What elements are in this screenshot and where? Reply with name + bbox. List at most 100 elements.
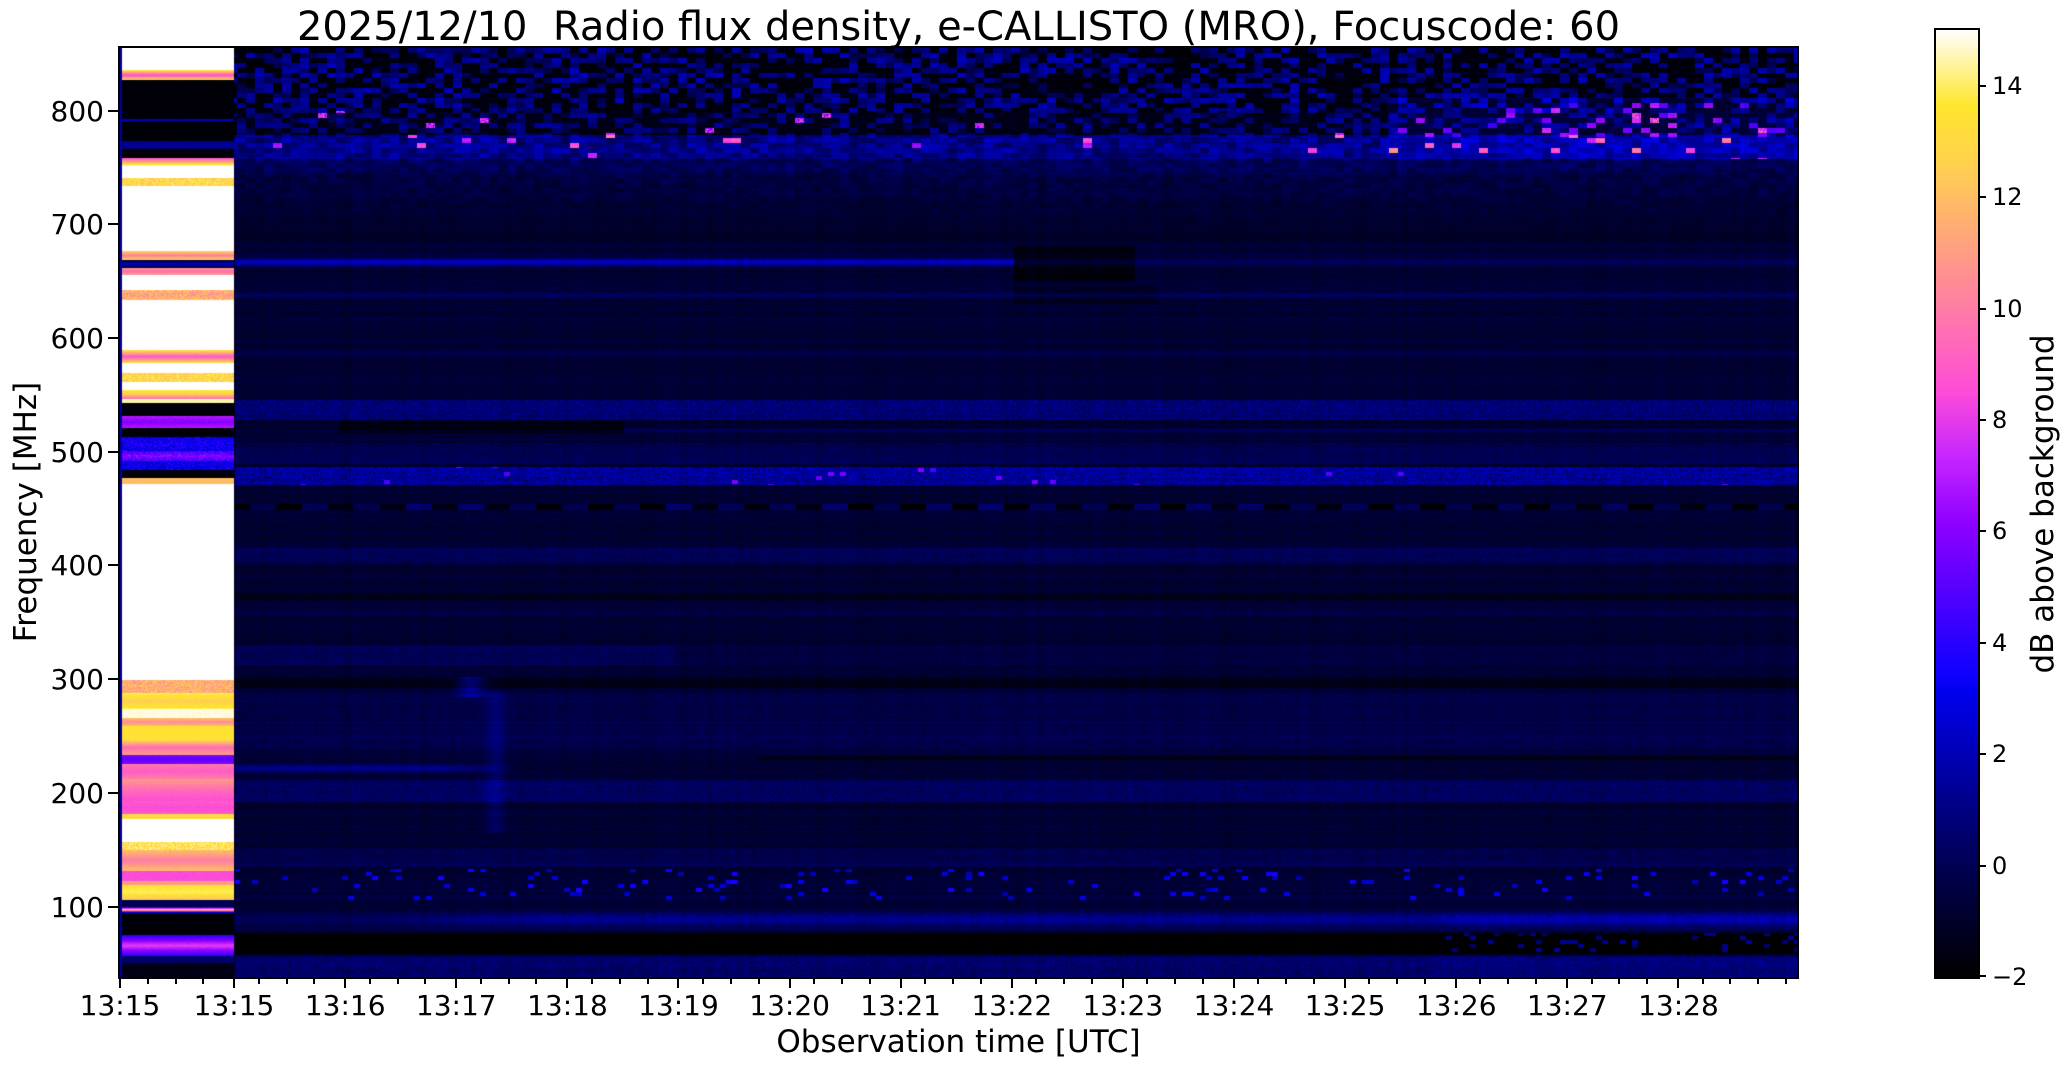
x-minor-tick [368, 979, 371, 984]
x-tick-label: 13:23 [1082, 989, 1164, 1022]
y-tick-label: 200 [50, 776, 104, 810]
colorbar-tick-label: 2 [1992, 740, 2008, 769]
x-minor-tick [1312, 979, 1315, 984]
x-minor-tick [1729, 979, 1732, 984]
colorbar-tick-label: 12 [1992, 183, 2023, 212]
x-tick-label: 13:17 [415, 989, 497, 1022]
x-minor-tick [1618, 979, 1621, 984]
y-tick [108, 109, 118, 112]
x-minor-tick [1701, 979, 1704, 984]
x-minor-tick [146, 979, 149, 984]
chart-title: 2025/12/10 Radio flux density, e-CALLIST… [296, 4, 1621, 50]
x-minor-tick [840, 979, 843, 984]
y-tick-label: 400 [50, 549, 104, 583]
x-minor-tick [257, 979, 260, 984]
y-tick [108, 450, 118, 453]
x-minor-tick [535, 979, 538, 984]
x-minor-tick [507, 979, 510, 984]
x-tick [899, 979, 902, 988]
x-tick-label: 13:28 [1638, 989, 1719, 1022]
x-minor-tick [590, 979, 593, 984]
x-minor-tick [396, 979, 399, 984]
colorbar-label: dB above background [2025, 334, 2061, 674]
x-tick-label: 13:15 [193, 989, 275, 1022]
x-minor-tick [1368, 979, 1371, 984]
x-tick [788, 979, 791, 988]
x-tick-label: 13:22 [971, 989, 1053, 1022]
colorbar-tick [1978, 307, 1986, 310]
colorbar-tick [1978, 530, 1986, 533]
y-tick-label: 600 [50, 321, 104, 355]
x-tick [1344, 979, 1347, 988]
x-tick [1010, 979, 1013, 988]
x-minor-tick [951, 979, 954, 984]
x-minor-tick [1784, 979, 1787, 984]
y-tick [108, 336, 118, 339]
y-tick [108, 678, 118, 681]
colorbar-tick [1978, 418, 1986, 421]
x-minor-tick [729, 979, 732, 984]
x-tick-label: 13:19 [638, 989, 719, 1022]
x-tick-label: 13:26 [1415, 989, 1497, 1022]
y-tick-label: 700 [50, 208, 104, 242]
x-minor-tick [1035, 979, 1038, 984]
x-minor-tick [618, 979, 621, 984]
colorbar-tick-label: 6 [1992, 517, 2008, 546]
colorbar-tick [1978, 196, 1986, 199]
x-minor-tick [1479, 979, 1482, 984]
x-minor-tick [1090, 979, 1093, 984]
x-minor-tick [1423, 979, 1426, 984]
x-tick [566, 979, 569, 988]
colorbar-tick-label: 8 [1992, 405, 2008, 434]
x-tick [1233, 979, 1236, 988]
x-minor-tick [868, 979, 871, 984]
y-tick [108, 905, 118, 908]
x-tick [119, 979, 121, 988]
x-minor-tick [813, 979, 816, 984]
y-axis-label: Frequency [MHz] [8, 381, 44, 643]
x-minor-tick [424, 979, 427, 984]
x-axis-label: Observation time [UTC] [776, 1024, 1141, 1060]
x-minor-tick [1646, 979, 1649, 984]
x-tick [677, 979, 680, 988]
x-minor-tick [757, 979, 760, 984]
plot-border [118, 46, 1799, 979]
colorbar-tick [1978, 975, 1986, 977]
x-minor-tick [1201, 979, 1204, 984]
x-tick [344, 979, 347, 988]
x-tick-label: 13:16 [304, 989, 386, 1022]
x-minor-tick [1062, 979, 1065, 984]
y-tick [108, 223, 118, 226]
x-tick [1455, 979, 1458, 988]
x-minor-tick [1396, 979, 1399, 984]
x-tick-label: 13:27 [1526, 989, 1608, 1022]
colorbar-tick-label: −2 [1992, 963, 2028, 991]
y-tick [108, 791, 118, 794]
x-minor-tick [174, 979, 177, 984]
x-minor-tick [1590, 979, 1593, 984]
x-minor-tick [1174, 979, 1177, 984]
x-tick-label: 13:25 [1304, 989, 1386, 1022]
x-minor-tick [285, 979, 288, 984]
x-minor-tick [979, 979, 982, 984]
x-minor-tick [313, 979, 316, 984]
colorbar-canvas [1936, 30, 1978, 977]
x-tick [455, 979, 458, 988]
x-tick-label: 13:18 [527, 989, 608, 1022]
y-tick-label: 500 [50, 435, 104, 469]
x-tick-label: 13:21 [860, 989, 941, 1022]
colorbar-border [1934, 28, 1980, 979]
colorbar-tick [1978, 84, 1986, 87]
x-tick-label: 13:15 [79, 989, 161, 1022]
colorbar-tick-label: 10 [1992, 294, 2023, 323]
x-minor-tick [646, 979, 649, 984]
x-tick [1121, 979, 1124, 988]
colorbar-tick [1978, 753, 1986, 756]
x-minor-tick [479, 979, 482, 984]
x-minor-tick [702, 979, 705, 984]
x-tick [233, 979, 236, 988]
x-minor-tick [1507, 979, 1510, 984]
colorbar-tick-label: 0 [1992, 851, 2008, 880]
colorbar-tick-label: 14 [1992, 71, 2023, 100]
x-tick [1677, 979, 1680, 988]
